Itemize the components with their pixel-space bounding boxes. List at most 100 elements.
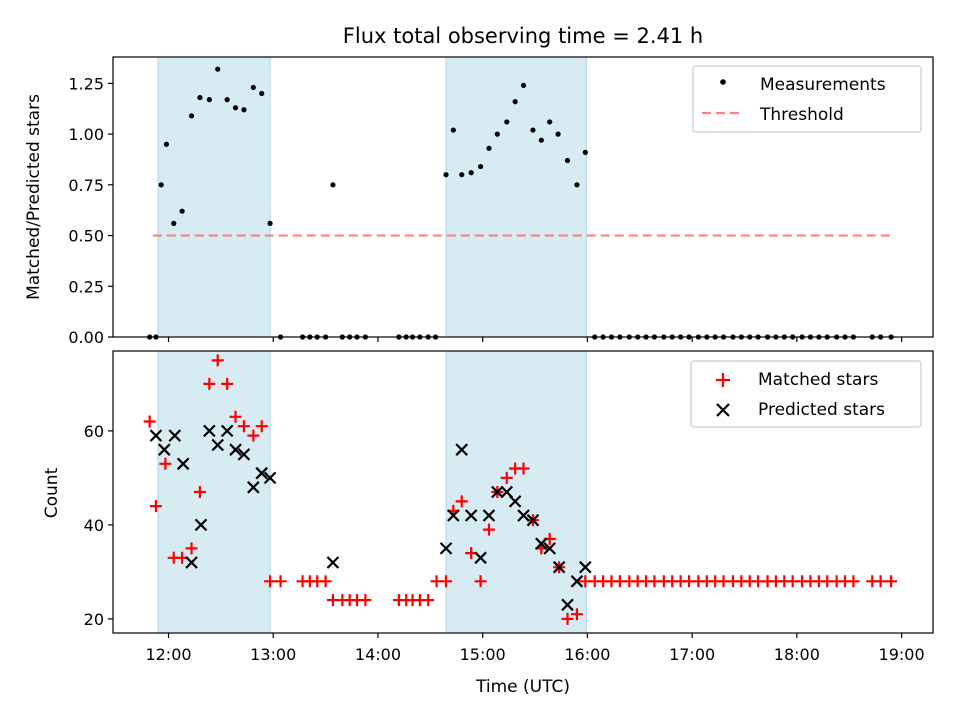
legend-measurements-label: Measurements xyxy=(760,75,886,95)
measurement-point xyxy=(450,127,456,133)
measurement-point xyxy=(477,163,484,170)
matched-star-point xyxy=(274,575,287,588)
x-axis-label: Time (UTC) xyxy=(475,677,570,697)
predicted-star-point xyxy=(482,509,496,522)
predicted-star-point xyxy=(185,556,198,569)
matched-star-point xyxy=(874,575,887,588)
x-tick-label: 12:00 xyxy=(145,645,191,664)
predicted-star-point xyxy=(543,542,556,555)
legend-predicted-marker xyxy=(716,403,730,417)
measurement-point xyxy=(547,119,553,125)
top-plot: 0.00 0.25 0.50 0.75 1.00 1.25 Matched/Predict… xyxy=(24,56,934,347)
predicted-star-point xyxy=(508,495,522,508)
matched-star-point xyxy=(517,462,530,475)
bottom-y-ticks: 20 40 60 xyxy=(84,422,113,629)
bottom-legend-box xyxy=(690,360,922,428)
predicted-star-point xyxy=(194,518,208,532)
predicted-star-point xyxy=(158,443,171,456)
matched-star-point xyxy=(422,594,435,607)
measurement-point xyxy=(241,107,247,113)
predicted-star-point xyxy=(149,429,163,442)
measurement-point xyxy=(330,182,336,188)
predicted-star-point xyxy=(561,598,574,612)
matched-star-point xyxy=(482,523,495,536)
matched-star-point xyxy=(455,495,468,508)
legend-measurements-marker xyxy=(720,79,726,85)
x-tick-label: 14:00 xyxy=(355,645,401,664)
measurement-point xyxy=(215,66,221,72)
bottom-y-tick-label: 40 xyxy=(84,516,104,535)
measurement-point xyxy=(267,220,273,226)
bottom-y-axis-label: Count xyxy=(42,467,62,518)
top-plot-frame xyxy=(112,56,934,338)
predicted-star-point xyxy=(439,542,453,555)
predicted-star-point xyxy=(474,551,487,565)
bottom-y-tick-label: 60 xyxy=(84,422,104,441)
measurement-point xyxy=(520,82,527,89)
x-tick-label: 15:00 xyxy=(460,645,506,664)
legend-predicted-label: Predicted stars xyxy=(758,400,885,420)
measurement-point xyxy=(259,90,265,97)
predicted-star-point xyxy=(211,438,225,452)
measurement-point xyxy=(486,145,492,151)
matched-star-point xyxy=(203,377,216,390)
matched-star-point xyxy=(255,420,268,433)
measurement-point xyxy=(250,84,256,91)
bottom-plot: 20 40 60 12:00 13:00 14:00 15:00 16:00 17:00 18:… xyxy=(42,350,934,697)
matched-star-point xyxy=(185,542,198,555)
matched-star-point xyxy=(359,594,372,607)
predicted-star-point xyxy=(203,424,216,438)
top-y-tick-label: 1.25 xyxy=(68,74,104,93)
predicted-star-point xyxy=(579,560,592,574)
top-y-tick-label: 1.00 xyxy=(68,125,104,144)
x-tick-label: 17:00 xyxy=(669,645,715,664)
matched-star-point xyxy=(474,575,487,588)
predicted-star-point xyxy=(535,537,548,550)
matched-star-point xyxy=(193,486,206,498)
measurement-point xyxy=(504,119,510,125)
top-y-ticks: 0.00 0.25 0.50 0.75 1.00 1.25 xyxy=(68,74,113,347)
predicted-star-point xyxy=(326,556,340,569)
measurement-point xyxy=(538,137,544,143)
legend-matched-marker xyxy=(716,373,730,387)
matched-star-point xyxy=(319,575,332,588)
predicted-star-point xyxy=(247,481,260,494)
bottom-plot-frame xyxy=(112,350,934,634)
matched-star-point xyxy=(847,575,860,588)
measurement-point xyxy=(494,131,500,137)
matched-star-point xyxy=(229,410,242,423)
measurement-point xyxy=(512,99,518,105)
predicted-star-point xyxy=(517,509,530,522)
x-tick-label: 19:00 xyxy=(879,645,925,664)
top-y-tick-label: 0.50 xyxy=(68,227,104,246)
matched-star-point xyxy=(211,354,224,367)
matched-star-point xyxy=(264,575,277,588)
matched-star-point xyxy=(237,420,250,433)
bottom-legend: Matched stars Predicted stars xyxy=(690,360,922,428)
bottom-shaded-interval-1 xyxy=(445,350,587,634)
matched-star-point xyxy=(440,575,453,588)
top-y-tick-label: 0.75 xyxy=(68,176,104,195)
legend-threshold-label: Threshold xyxy=(759,105,844,125)
predicted-star-point xyxy=(464,509,478,522)
measurement-point xyxy=(206,97,212,103)
measurement-point xyxy=(582,149,588,155)
chart-title: Flux total observing time = 2.41 h xyxy=(343,24,703,48)
predicted-star-point xyxy=(237,448,251,461)
measurement-point xyxy=(197,94,203,101)
predicted-star-point xyxy=(176,457,190,471)
measurement-point xyxy=(443,172,449,178)
predicted-star-point xyxy=(491,485,504,499)
predicted-star-point xyxy=(526,513,540,527)
x-tick-label: 13:00 xyxy=(250,645,296,664)
measurement-point xyxy=(459,172,465,178)
measurement-point xyxy=(179,208,185,214)
matched-star-point xyxy=(570,608,583,621)
measurement-point xyxy=(564,157,571,164)
top-shaded-regions xyxy=(157,56,587,338)
measurement-point xyxy=(158,182,164,188)
bottom-y-tick-label: 20 xyxy=(84,610,104,629)
matched-star-point xyxy=(143,415,156,428)
predicted-star-point xyxy=(570,575,584,588)
